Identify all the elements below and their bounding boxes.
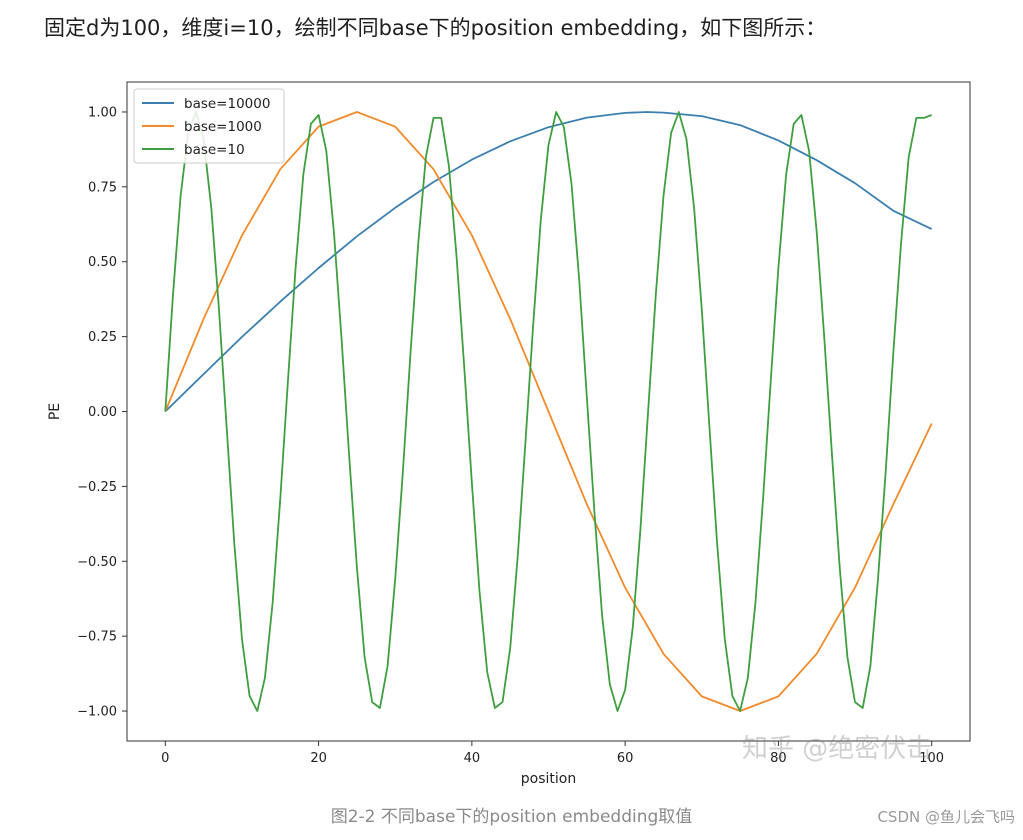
x-tick-label: 100 [919,751,944,766]
figure-caption: 图2-2 不同base下的position embedding取值 [330,807,693,827]
credit-text: CSDN @鱼儿会飞吗 [877,808,1015,826]
y-tick-label: 0.75 [88,180,117,195]
intro-text: 固定d为100，维度i=10，绘制不同base下的position embedd… [44,16,827,40]
legend: base=10000 base=1000 base=10 [133,88,285,164]
y-tick-label: −0.75 [77,630,117,645]
y-tick-label: −0.50 [77,555,117,570]
x-axis-label: position [521,771,576,787]
x-tick-label: 60 [617,751,634,766]
series-layer [164,111,933,712]
y-tick-label: −1.00 [77,705,117,720]
axes-layer: 0 20 40 60 80 100 1.00 0.75 0.50 0.25 0.00 −0.25 −0.… [47,81,971,787]
series-line-3 [164,111,933,712]
x-tick-label: 40 [464,751,481,766]
x-tick-label: 20 [310,751,327,766]
watermark-text: 知乎 @绝密伏击 [742,734,933,764]
y-tick-label: 0.25 [88,330,117,345]
legend-label-2: base=1000 [184,119,262,135]
series-line-1 [164,111,933,413]
series-line-2 [164,111,933,712]
y-tick-label: 1.00 [88,105,117,120]
x-tick-label: 80 [770,751,787,766]
y-tick-label: 0.50 [88,255,117,270]
legend-box [133,88,285,164]
x-tick-label: 0 [161,751,169,766]
legend-label-1: base=10000 [184,96,270,112]
y-tick-label: −0.25 [77,480,117,495]
y-axis-label: PE [47,403,63,420]
y-tick-label: 0.00 [88,405,117,420]
legend-label-3: base=10 [184,142,245,158]
